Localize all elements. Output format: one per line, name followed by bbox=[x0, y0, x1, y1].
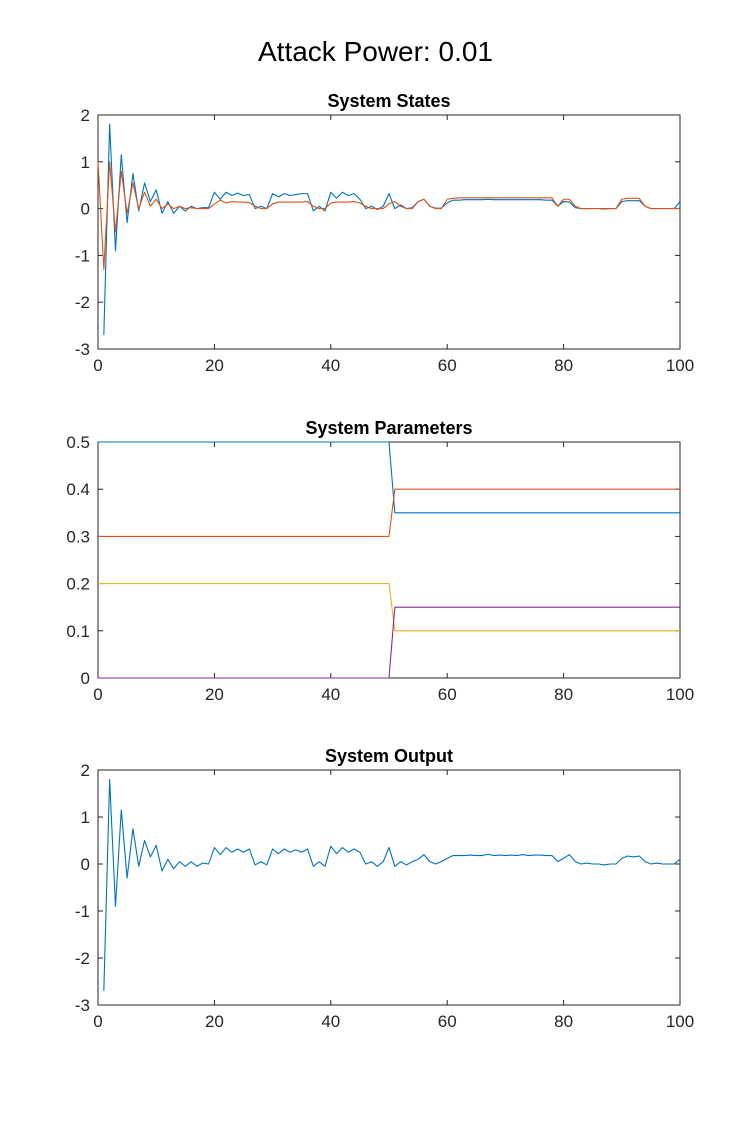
series-line-4 bbox=[98, 606, 680, 679]
y-tick-label: -2 bbox=[75, 293, 90, 312]
y-tick-label: 1 bbox=[81, 153, 90, 172]
y-tick-label: -3 bbox=[75, 340, 90, 359]
x-tick-label: 0 bbox=[93, 685, 102, 704]
y-tick-label: -3 bbox=[75, 996, 90, 1015]
series-line-3 bbox=[98, 583, 680, 632]
x-tick-label: 40 bbox=[321, 356, 340, 375]
chart-title: System Output bbox=[325, 746, 453, 766]
y-tick-label: 0.1 bbox=[66, 622, 90, 641]
x-tick-label: 80 bbox=[554, 356, 573, 375]
plot-area-frame bbox=[97, 769, 681, 1006]
series-line-1 bbox=[98, 441, 680, 514]
x-tick-label: 60 bbox=[438, 356, 457, 375]
y-tick-label: 1 bbox=[81, 808, 90, 827]
series-line-2 bbox=[98, 488, 680, 537]
series-line-2 bbox=[97, 161, 680, 270]
y-tick-label: -1 bbox=[75, 902, 90, 921]
plot-area-frame bbox=[97, 441, 681, 679]
x-tick-label: 100 bbox=[666, 1012, 694, 1031]
y-tick-label: 0 bbox=[81, 855, 90, 874]
x-tick-label: 20 bbox=[205, 1012, 224, 1031]
x-tick-label: 0 bbox=[93, 356, 102, 375]
y-tick-label: 0 bbox=[81, 669, 90, 688]
x-tick-label: 60 bbox=[438, 1012, 457, 1031]
x-tick-label: 100 bbox=[666, 685, 694, 704]
x-tick-label: 20 bbox=[205, 685, 224, 704]
x-tick-label: 20 bbox=[205, 356, 224, 375]
chart-panel-1: System States 0 20 40 60 80 100 -3 -2 -1 0 1 2 bbox=[75, 91, 694, 375]
x-tick-label: 0 bbox=[93, 1012, 102, 1031]
y-tick-label: 0.3 bbox=[66, 527, 90, 546]
x-tick-label: 60 bbox=[438, 685, 457, 704]
chart-panel-2: System Parameters 0 20 40 60 80 100 0 0.1 0.2 0.3 0… bbox=[66, 418, 694, 704]
chart-title: System Parameters bbox=[305, 418, 472, 438]
y-tick-label: 0 bbox=[81, 200, 90, 219]
chart-title: System States bbox=[327, 91, 450, 111]
x-tick-label: 40 bbox=[321, 1012, 340, 1031]
y-tick-label: 2 bbox=[81, 106, 90, 125]
x-tick-label: 80 bbox=[554, 1012, 573, 1031]
series-line-1 bbox=[103, 778, 681, 991]
figure-title: Attack Power: 0.01 bbox=[257, 36, 493, 67]
plot-area-frame bbox=[97, 114, 681, 350]
y-tick-label: -2 bbox=[75, 949, 90, 968]
y-tick-label: 0.4 bbox=[66, 480, 90, 499]
x-tick-label: 80 bbox=[554, 685, 573, 704]
y-tick-label: 0.5 bbox=[66, 433, 90, 452]
x-tick-label: 40 bbox=[321, 685, 340, 704]
chart-panel-3: System Output 0 20 40 60 80 100 -3 -2 -1 0 1 2 bbox=[75, 746, 694, 1031]
y-tick-label: 2 bbox=[81, 761, 90, 780]
x-tick-label: 100 bbox=[666, 356, 694, 375]
y-tick-label: -1 bbox=[75, 246, 90, 265]
y-tick-label: 0.2 bbox=[66, 575, 90, 594]
